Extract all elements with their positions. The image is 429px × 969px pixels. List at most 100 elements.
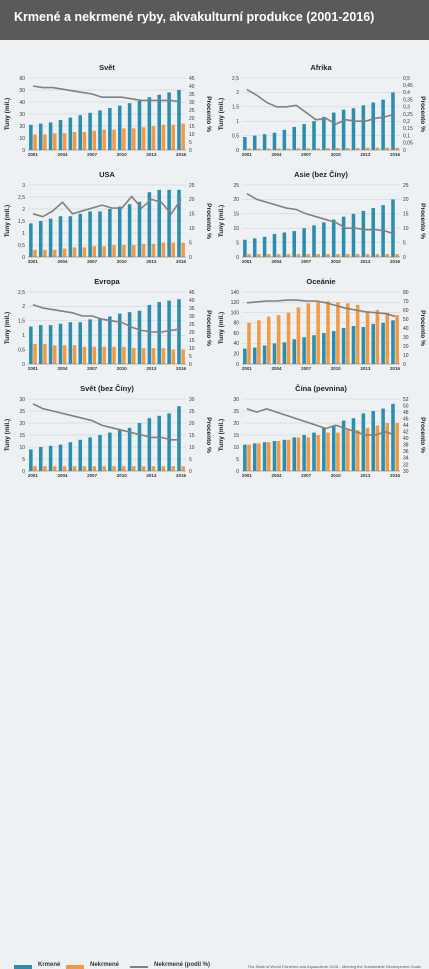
chart-panel: Čína (pevnina)05101520253030323436384042… <box>218 384 426 478</box>
y-tick-label: 0 <box>22 362 25 368</box>
bar-fed <box>98 211 102 257</box>
x-tick-label: 2004 <box>272 473 283 478</box>
bar-nonfed <box>141 466 146 471</box>
y-axis-label: Tuny (mil.) <box>218 419 225 451</box>
bar-fed <box>117 105 122 150</box>
y2-tick-label: 42 <box>403 430 409 436</box>
y2-tick-label: 10 <box>189 346 195 352</box>
bar-fed <box>391 92 395 150</box>
y-tick-label: 20 <box>19 124 25 130</box>
y2-tick-label: 5 <box>189 354 192 360</box>
y-tick-label: 1 <box>22 231 25 237</box>
bar-fed <box>88 319 92 364</box>
bar-nonfed <box>72 345 77 364</box>
y-tick-label: 60 <box>19 76 25 82</box>
bar-nonfed <box>102 466 106 471</box>
bar-nonfed <box>52 133 57 150</box>
bar-nonfed <box>33 249 37 257</box>
bar-nonfed <box>181 466 185 471</box>
bar-nonfed <box>336 147 340 150</box>
y2-tick-label: 0,25 <box>403 112 413 118</box>
bar-fed <box>48 218 53 257</box>
bar-fed <box>391 320 395 364</box>
bar-fed <box>282 439 287 471</box>
bar-nonfed <box>296 437 301 471</box>
bar-fed <box>38 325 43 364</box>
bar-fed <box>108 432 112 471</box>
y-tick-label: 100 <box>231 310 240 316</box>
y2-tick-label: 0 <box>189 362 192 368</box>
bar-nonfed <box>247 444 251 471</box>
y-tick-label: 5 <box>236 240 239 246</box>
x-tick-label: 2010 <box>331 473 342 478</box>
x-tick-label: 2016 <box>390 473 401 478</box>
bar-nonfed <box>52 466 57 471</box>
bar-nonfed <box>92 130 97 150</box>
y-tick-label: 30 <box>19 112 25 118</box>
y-axis-label: Tuny (mil.) <box>4 98 11 130</box>
y-tick-label: 10 <box>19 445 25 451</box>
y2-tick-label: 15 <box>189 433 195 439</box>
y-tick-label: 20 <box>233 352 239 358</box>
y-tick-label: 0 <box>22 469 25 475</box>
bar-fed <box>167 189 171 257</box>
bar-nonfed <box>355 430 360 471</box>
y2-axis-label: Procento % <box>419 417 426 453</box>
y-axis-label: Tuny (mil.) <box>218 98 225 130</box>
y-tick-label: 0,5 <box>18 243 25 249</box>
bar-nonfed <box>286 254 291 257</box>
bar-fed <box>371 411 376 471</box>
bar-fed <box>322 222 326 257</box>
x-tick-label: 2004 <box>58 152 69 157</box>
bar-nonfed <box>62 248 67 257</box>
bar-fed <box>381 99 385 150</box>
y2-tick-label: 40 <box>403 326 409 332</box>
y2-tick-label: 36 <box>403 449 409 455</box>
bar-nonfed <box>161 124 166 150</box>
bar-nonfed <box>161 348 166 364</box>
bar-nonfed <box>316 148 320 150</box>
bar-nonfed <box>375 254 380 257</box>
bar-nonfed <box>306 437 311 471</box>
y2-tick-label: 38 <box>403 443 409 449</box>
bar-fed <box>167 300 171 364</box>
x-tick-label: 2007 <box>87 152 98 157</box>
bar-fed <box>68 442 73 471</box>
y2-axis-label: Procento % <box>205 203 212 239</box>
y2-tick-label: 30 <box>403 469 409 475</box>
bar-fed <box>147 192 152 257</box>
bar-nonfed <box>395 423 399 471</box>
bar-nonfed <box>43 466 47 471</box>
y2-tick-label: 32 <box>403 462 409 468</box>
chart-title: Asie (bez Číny) <box>294 170 348 179</box>
bar-fed <box>29 223 33 257</box>
bar-nonfed <box>122 245 126 257</box>
x-tick-label: 2004 <box>58 366 69 371</box>
bar-fed <box>341 328 346 364</box>
bar-nonfed <box>131 245 136 257</box>
x-tick-label: 2010 <box>117 473 128 478</box>
bar-nonfed <box>355 254 360 257</box>
x-tick-label: 2013 <box>360 473 371 478</box>
bar-fed <box>243 348 247 364</box>
bar-nonfed <box>102 246 106 257</box>
share-line <box>246 407 396 436</box>
chart-panel: Evropa 0 0,5 1 1,5 2 2,5 0 5 10 15 20 25 30 35 40 45 Tuny… <box>4 277 212 371</box>
y2-tick-label: 60 <box>403 308 409 314</box>
y-tick-label: 0 <box>236 255 239 261</box>
bar-fed <box>252 135 257 150</box>
bar-nonfed <box>62 133 67 150</box>
x-tick-label: 2001 <box>242 366 253 371</box>
bar-fed <box>137 310 142 364</box>
y-tick-label: 0,5 <box>232 133 239 139</box>
x-tick-label: 2007 <box>301 366 312 371</box>
bar-nonfed <box>102 129 106 150</box>
chart-panel: Svět 0 10 20 30 40 50 60 0 5 10 15 20 25 30 35 40 45 Tuny … <box>4 63 212 157</box>
y2-tick-label: 25 <box>189 322 195 328</box>
y2-axis-label: Procento % <box>419 96 426 132</box>
x-tick-label: 2010 <box>331 259 342 264</box>
x-tick-label: 2016 <box>176 366 187 371</box>
bar-nonfed <box>33 466 37 471</box>
bar-fed <box>292 126 297 150</box>
bar-fed <box>177 406 181 471</box>
